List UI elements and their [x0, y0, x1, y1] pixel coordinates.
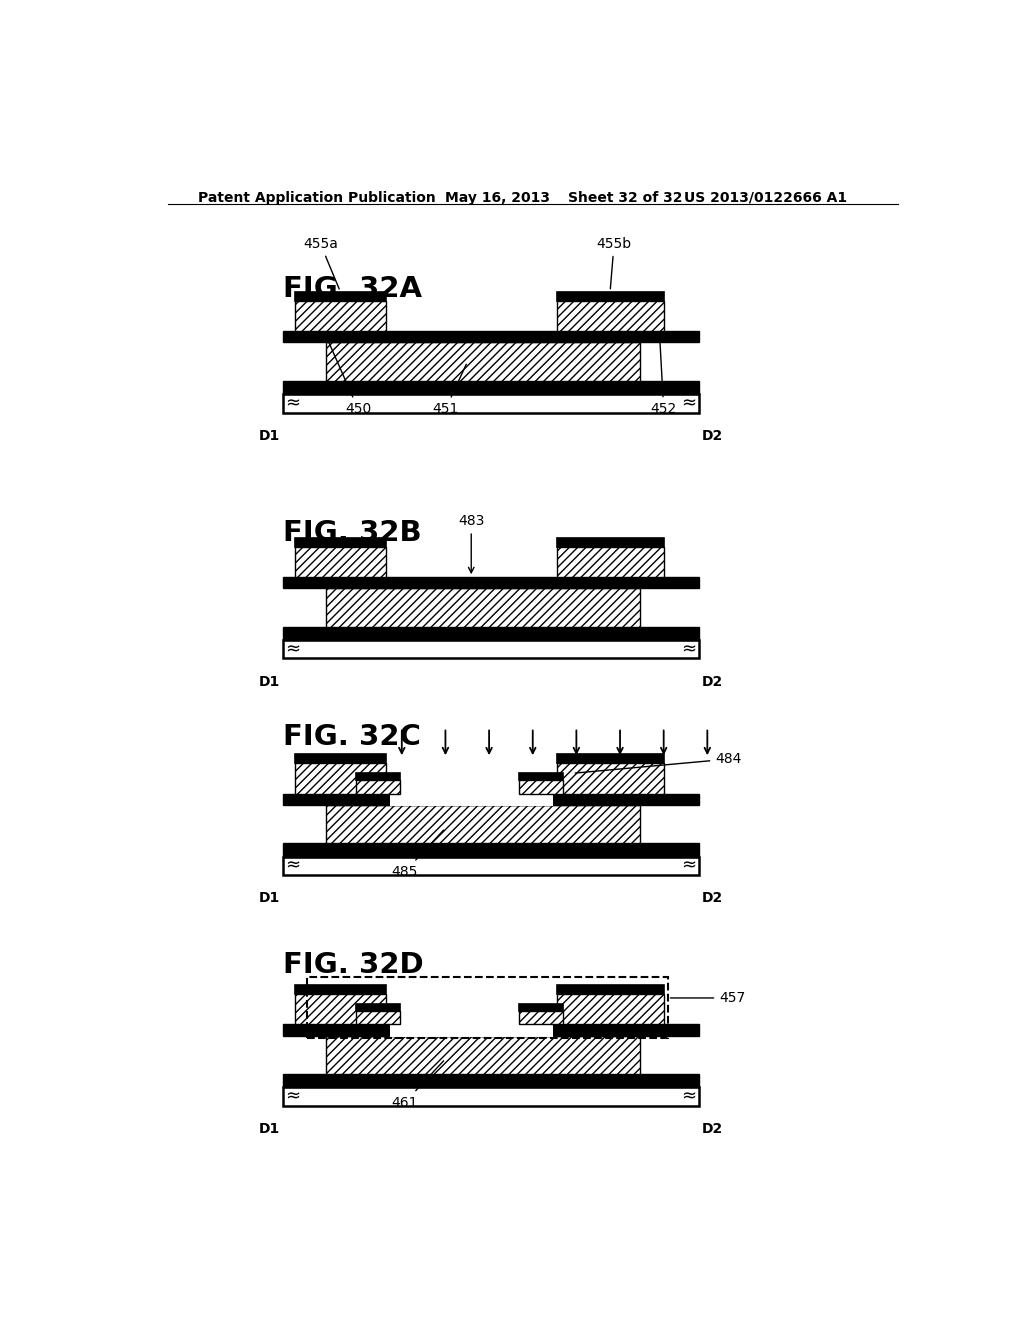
Text: 483: 483 [458, 515, 484, 573]
Bar [283, 857, 699, 875]
Bar [557, 994, 664, 1024]
Bar [295, 985, 386, 994]
Bar [356, 1011, 399, 1024]
Text: May 16, 2013: May 16, 2013 [445, 191, 551, 205]
Text: 455a: 455a [303, 236, 339, 289]
Text: 451: 451 [432, 364, 466, 416]
Bar [557, 546, 664, 577]
Bar [283, 395, 699, 412]
Text: D2: D2 [701, 1122, 723, 1137]
Bar [557, 754, 664, 763]
Text: ≈: ≈ [286, 640, 301, 659]
Bar [283, 577, 699, 589]
Bar [295, 994, 386, 1024]
Text: ≈: ≈ [286, 1088, 301, 1106]
Bar [557, 537, 664, 546]
Bar [557, 985, 664, 994]
Text: D1: D1 [259, 429, 281, 442]
Text: D2: D2 [701, 675, 723, 689]
Text: Sheet 32 of 32: Sheet 32 of 32 [568, 191, 683, 205]
Bar [283, 793, 699, 805]
Text: 452: 452 [650, 339, 677, 416]
Bar [327, 1036, 640, 1074]
Bar [356, 1005, 399, 1011]
Text: 461: 461 [391, 1061, 443, 1110]
Text: ≈: ≈ [682, 857, 696, 875]
Text: D1: D1 [259, 1122, 281, 1137]
Text: ≈: ≈ [682, 395, 696, 412]
Bar [390, 791, 553, 805]
Bar [519, 1005, 563, 1011]
Bar [295, 754, 386, 763]
Text: US 2013/0122666 A1: US 2013/0122666 A1 [684, 191, 847, 205]
Text: FIG. 32A: FIG. 32A [283, 276, 422, 304]
Bar [356, 774, 399, 780]
Bar [306, 977, 668, 1038]
Text: FIG. 32B: FIG. 32B [283, 519, 422, 548]
Bar [557, 763, 664, 793]
Text: ≈: ≈ [286, 857, 301, 875]
Text: 457: 457 [671, 991, 745, 1005]
Bar [519, 774, 563, 780]
Text: Patent Application Publication: Patent Application Publication [198, 191, 435, 205]
Text: D2: D2 [701, 429, 723, 442]
Bar [295, 301, 386, 331]
Bar [283, 843, 699, 857]
Text: ≈: ≈ [682, 1088, 696, 1106]
Bar [283, 1074, 699, 1088]
Text: FIG. 32D: FIG. 32D [283, 952, 423, 979]
Bar [327, 805, 640, 843]
Bar [295, 292, 386, 301]
Bar [283, 1024, 699, 1036]
Bar [283, 640, 699, 659]
Bar [557, 301, 664, 331]
Bar [295, 537, 386, 546]
Text: 455b: 455b [597, 236, 632, 289]
Bar [327, 589, 640, 627]
Text: D2: D2 [701, 891, 723, 906]
Text: D1: D1 [259, 675, 281, 689]
Bar [295, 763, 386, 793]
Text: FIG. 32C: FIG. 32C [283, 722, 421, 751]
Bar [557, 292, 664, 301]
Text: ≈: ≈ [682, 640, 696, 659]
Bar [283, 1088, 699, 1106]
Text: 450: 450 [328, 339, 372, 416]
Bar [519, 780, 563, 793]
Text: 484: 484 [575, 752, 741, 774]
Bar [519, 1011, 563, 1024]
Bar [356, 780, 399, 793]
Bar [390, 1022, 553, 1036]
Text: 485: 485 [391, 830, 443, 879]
Bar [283, 627, 699, 640]
Text: ≈: ≈ [286, 395, 301, 412]
Bar [283, 381, 699, 395]
Bar [295, 546, 386, 577]
Bar [327, 342, 640, 381]
Text: D1: D1 [259, 891, 281, 906]
Bar [283, 331, 699, 342]
